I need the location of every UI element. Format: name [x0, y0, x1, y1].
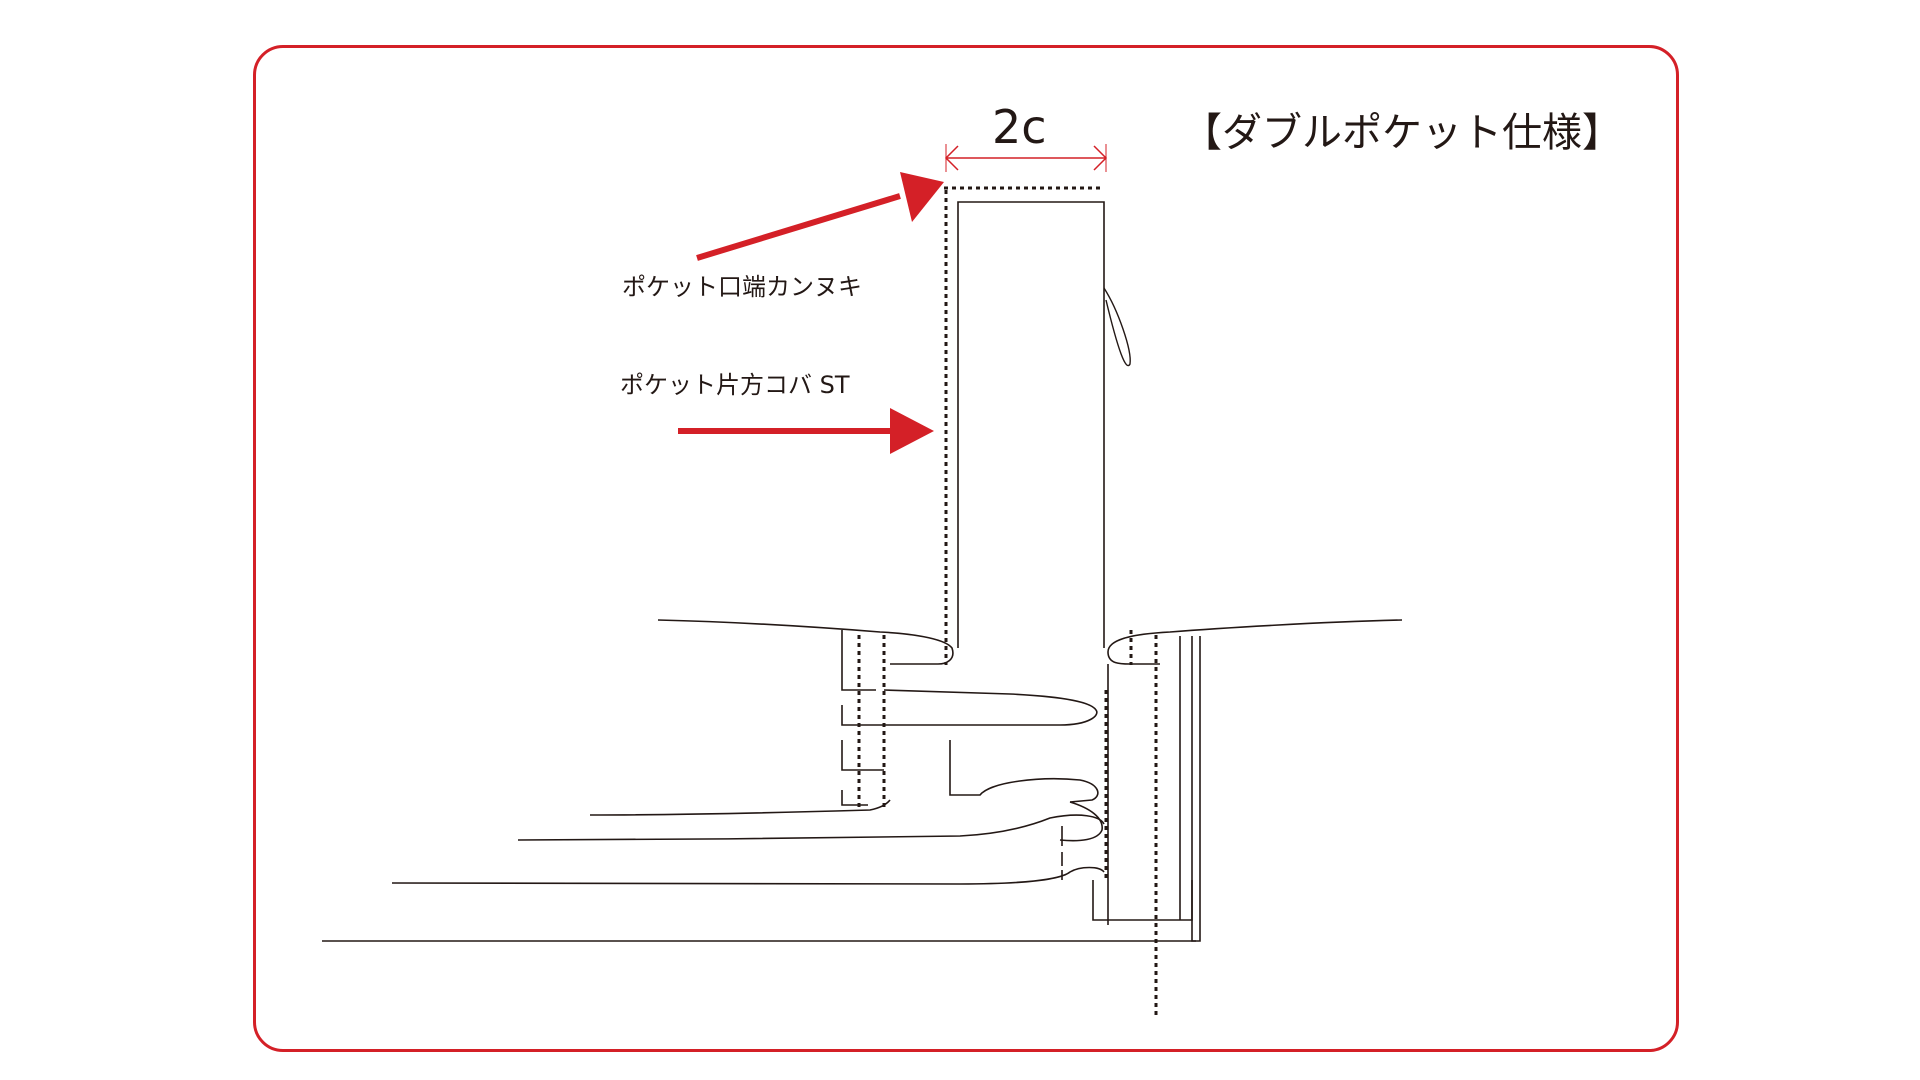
bartack-label: ポケット口端カンヌキ [622, 273, 862, 301]
garment-layers [322, 619, 1403, 942]
stitch-lines [857, 186, 1158, 1015]
dimension-label: 2c [992, 100, 1047, 154]
topstitch-label: ポケット片方コバ ST [620, 371, 850, 399]
dimension-line [944, 144, 1108, 172]
diagram-frame [253, 45, 1679, 1052]
arrow-topstitch [678, 408, 934, 454]
arrow-bartack [696, 172, 944, 261]
pocket-flap [957, 201, 1131, 648]
diagram-title: 【ダブルポケット仕様】 [1182, 110, 1622, 156]
